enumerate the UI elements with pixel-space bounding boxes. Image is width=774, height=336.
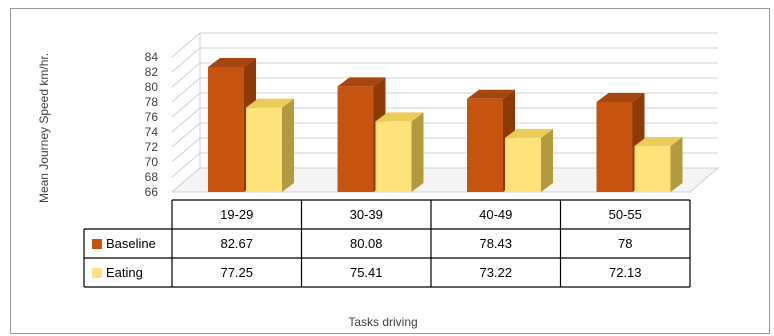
y-axis-label: Mean Journey Speed km/hr. (37, 53, 51, 203)
y-tick-label: 68 (145, 170, 159, 184)
bar-front (208, 66, 244, 192)
bar-top (337, 77, 386, 87)
gridline-depth (171, 32, 201, 58)
bar-eating-50-55 (634, 137, 683, 192)
bar-top (467, 89, 515, 99)
data-table: 19-29 30-39 40-49 50-55 Baseline 82.67 80.08 78… (83, 199, 691, 288)
bar-front (467, 98, 503, 192)
data-label: 78.43 (479, 236, 512, 251)
x-axis-label: Tasks driving (348, 315, 417, 329)
bar-front (375, 121, 412, 192)
legend-label: Eating (106, 265, 143, 280)
bar-top (208, 57, 256, 67)
bar-top (246, 98, 294, 108)
gridline-depth (171, 137, 201, 163)
y-tick-label: 82 (145, 65, 159, 79)
bar-side (282, 98, 294, 192)
bar-top (634, 137, 683, 147)
y-tick-label: 74 (145, 125, 159, 139)
bar-side (411, 112, 424, 192)
bar-eating-30-39 (375, 112, 424, 192)
gridline-depth (171, 122, 201, 148)
bar-eating-19-29 (246, 98, 294, 192)
y-tick-label: 80 (145, 80, 159, 94)
gridline-depth (171, 77, 201, 103)
y-tick-label: 66 (145, 185, 159, 199)
y-tick-label: 84 (145, 50, 159, 64)
x-tick-label: 40-49 (479, 207, 512, 222)
bar-front (634, 146, 671, 192)
bars (208, 57, 683, 192)
bar-side (670, 137, 683, 192)
gridline-depth (171, 152, 201, 178)
x-tick-label: 30-39 (350, 207, 383, 222)
data-label: 72.13 (609, 265, 642, 280)
bar-top (596, 93, 645, 102)
bar-side (541, 128, 553, 192)
x-tick-label: 19-29 (220, 207, 253, 222)
gridline-depth (171, 62, 201, 88)
data-label: 77.25 (220, 265, 253, 280)
bar-top (505, 128, 553, 138)
gridline-depth (171, 47, 201, 73)
bar-front (505, 137, 541, 192)
data-label: 78 (618, 236, 632, 251)
y-tick-label: 70 (145, 155, 159, 169)
gridline-depth (171, 107, 201, 133)
bar-front (246, 107, 282, 192)
bar-eating-40-49 (505, 128, 553, 192)
legend-swatch (92, 239, 102, 249)
legend-label: Baseline (106, 236, 156, 251)
y-tick-label: 72 (145, 140, 159, 154)
y-tick-label: 78 (145, 95, 159, 109)
data-label: 75.41 (350, 265, 383, 280)
x-tick-label: 50-55 (609, 207, 642, 222)
bar-front (337, 86, 374, 192)
bar-top (375, 112, 424, 122)
bar-baseline-50-55 (596, 93, 645, 192)
y-tick-label: 76 (145, 110, 159, 124)
data-label: 82.67 (220, 236, 253, 251)
bar-front (596, 102, 633, 192)
legend-swatch (92, 268, 102, 278)
gridline-depth (171, 92, 201, 118)
data-label: 73.22 (479, 265, 512, 280)
data-label: 80.08 (350, 236, 383, 251)
